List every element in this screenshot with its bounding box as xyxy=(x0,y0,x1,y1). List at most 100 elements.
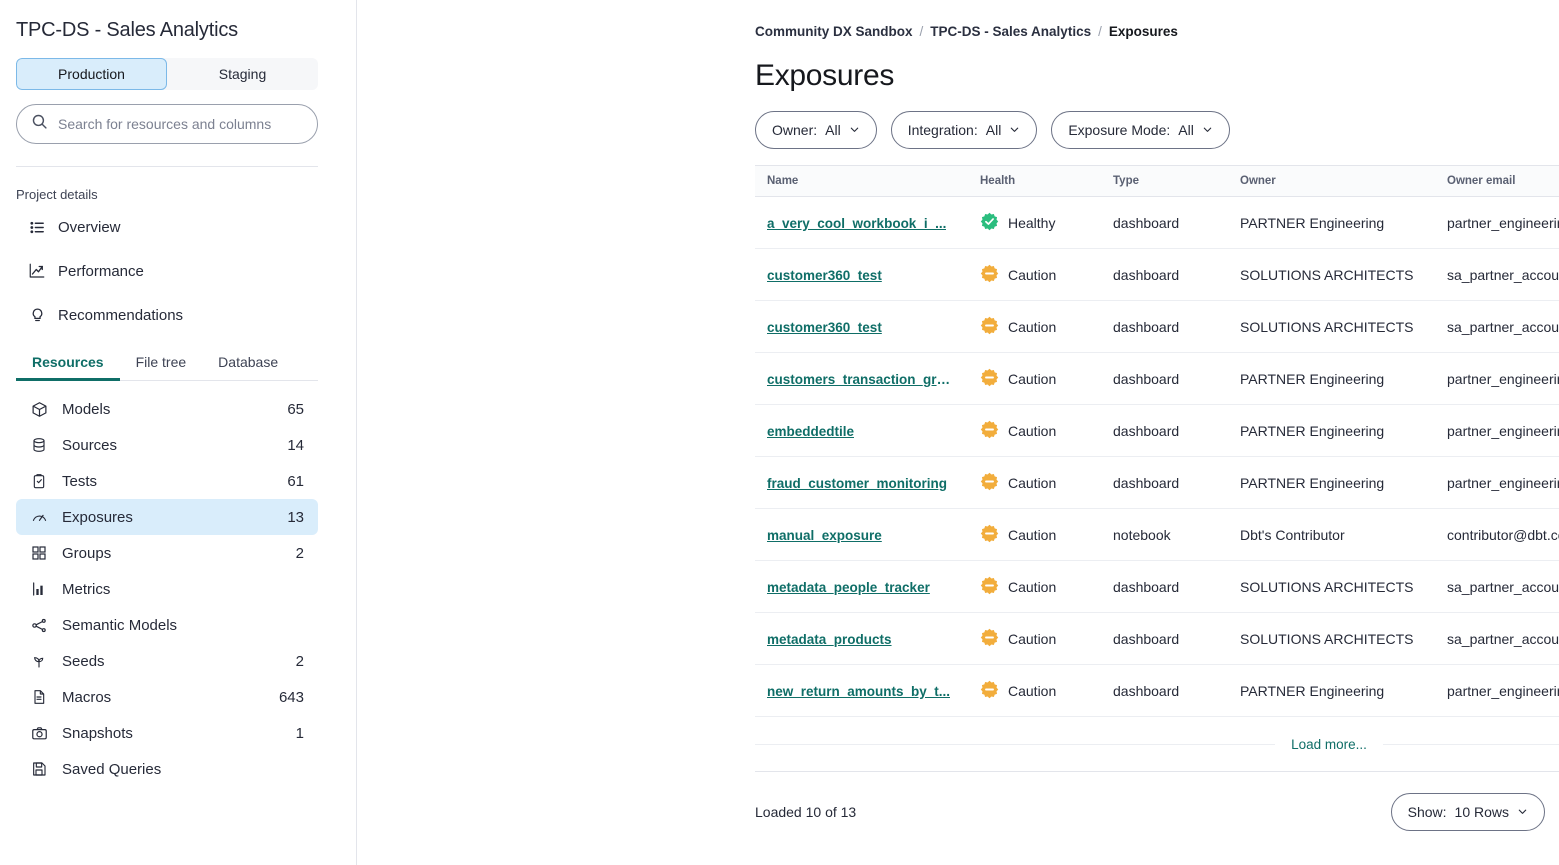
table-row[interactable]: metadata_people_tracker Caution dashboard S… xyxy=(755,560,1559,613)
health-label: Caution xyxy=(1008,526,1057,543)
sidebar-tabs: Resources File tree Database xyxy=(16,354,318,381)
column-header-name[interactable]: Name xyxy=(755,165,968,197)
cell-health: Caution xyxy=(968,456,1101,509)
sidebar-item-groups[interactable]: Groups 2 xyxy=(16,535,318,571)
sidebar-item-count: 14 xyxy=(287,436,304,454)
exposure-link[interactable]: fraud_customer_monitoring xyxy=(767,475,948,491)
sidebar-item-count: 65 xyxy=(287,400,304,418)
cell-health: Caution xyxy=(968,612,1101,665)
health-label: Caution xyxy=(1008,578,1057,595)
search-box[interactable] xyxy=(16,104,318,144)
exposure-link[interactable]: manual_exposure xyxy=(767,527,882,543)
cell-health: Caution xyxy=(968,352,1101,405)
loaded-count-text: Loaded 10 of 13 xyxy=(755,804,857,820)
column-header-type[interactable]: Type xyxy=(1101,165,1228,197)
table-row[interactable]: fraud_customer_monitoring Caution dashboar… xyxy=(755,456,1559,509)
breadcrumb-item-1[interactable]: TPC-DS - Sales Analytics xyxy=(930,24,1092,39)
cell-type: dashboard xyxy=(1101,300,1228,353)
breadcrumb-separator: / xyxy=(1098,24,1102,39)
cell-type: dashboard xyxy=(1101,196,1228,249)
cell-name: embeddedtile xyxy=(755,404,968,457)
sidebar-item-recommendations[interactable]: Recommendations xyxy=(16,298,318,332)
health-label: Caution xyxy=(1008,266,1057,283)
rows-per-page-selector[interactable]: Show: 10 Rows xyxy=(1390,793,1545,831)
exposure-link[interactable]: embeddedtile xyxy=(767,423,855,439)
sidebar-item-overview[interactable]: Overview xyxy=(16,210,318,244)
sidebar-item-tests[interactable]: Tests 61 xyxy=(16,463,318,499)
sidebar-item-seeds[interactable]: Seeds 2 xyxy=(16,643,318,679)
sidebar-item-sources[interactable]: Sources 14 xyxy=(16,427,318,463)
exposure-link[interactable]: customer360_test xyxy=(767,319,882,335)
table-row[interactable]: customer360_test Caution dashboard SOLUTION… xyxy=(755,300,1559,353)
load-more-link[interactable]: Load more... xyxy=(1291,736,1367,752)
sidebar-item-label: Performance xyxy=(58,262,144,280)
cell-owner-email: contributor@dbt.com xyxy=(1435,508,1559,561)
tab-resources[interactable]: Resources xyxy=(16,354,120,381)
cell-name: metadata_people_tracker xyxy=(755,560,968,613)
table-header-row: Name Health Type Owner Owner email Integ… xyxy=(755,165,1559,197)
divider-left xyxy=(755,743,1276,745)
exposures-table: Name Health Type Owner Owner email Integ… xyxy=(755,165,1559,717)
table-footer: Loaded 10 of 13 Show: 10 Rows xyxy=(755,793,1545,831)
sidebar-item-metrics[interactable]: Metrics xyxy=(16,571,318,607)
tab-database[interactable]: Database xyxy=(218,354,279,370)
cell-name: manual_exposure xyxy=(755,508,968,561)
cell-health: Healthy xyxy=(968,196,1101,249)
column-header-owner[interactable]: Owner xyxy=(1228,165,1435,197)
chevron-down-icon xyxy=(1009,122,1020,138)
table-row[interactable]: a_very_cool_workbook_i_... Healthy dashboa… xyxy=(755,196,1559,249)
filter-owner[interactable]: Owner: All xyxy=(755,111,877,149)
list-icon xyxy=(28,218,46,236)
search-input[interactable] xyxy=(58,116,303,132)
sidebar-item-label: Models xyxy=(62,400,111,418)
show-label: Show: xyxy=(1407,804,1447,820)
env-tab-production[interactable]: Production xyxy=(16,58,167,90)
tab-file-tree[interactable]: File tree xyxy=(135,354,187,370)
sidebar-item-label: Macros xyxy=(62,688,112,706)
table-row[interactable]: metadata_products Caution dashboard SOLUTIO… xyxy=(755,612,1559,665)
column-header-owner-email[interactable]: Owner email xyxy=(1435,165,1559,197)
sidebar-item-semantic-models[interactable]: Semantic Models xyxy=(16,607,318,643)
health-caution-icon xyxy=(980,524,999,546)
cube-icon xyxy=(30,400,48,418)
sidebar-item-performance[interactable]: Performance xyxy=(16,254,318,288)
project-details-label: Project details xyxy=(16,187,98,202)
table-row[interactable]: customers_transaction_gro... Caution dashb… xyxy=(755,352,1559,405)
table-row[interactable]: customer360_test Caution dashboard SOLUTION… xyxy=(755,248,1559,301)
cell-health: Caution xyxy=(968,664,1101,717)
load-more-row: Load more... xyxy=(755,717,1559,771)
environment-toggle: Production Staging xyxy=(16,58,318,90)
health-label: Caution xyxy=(1008,318,1057,335)
exposure-link[interactable]: customers_transaction_gro... xyxy=(767,371,955,387)
sidebar-item-count: 13 xyxy=(287,508,304,526)
table-row[interactable]: new_return_amounts_by_t... Caution dashboa… xyxy=(755,664,1559,717)
column-header-health[interactable]: Health xyxy=(968,165,1101,197)
cell-owner: PARTNER Engineering xyxy=(1228,404,1435,457)
env-tab-staging[interactable]: Staging xyxy=(218,66,267,82)
exposure-link[interactable]: a_very_cool_workbook_i_... xyxy=(767,215,947,231)
exposure-link[interactable]: customer360_test xyxy=(767,267,882,283)
sidebar-item-snapshots[interactable]: Snapshots 1 xyxy=(16,715,318,751)
sidebar-item-saved-queries[interactable]: Saved Queries xyxy=(16,751,318,787)
clipboard-check-icon xyxy=(30,472,48,490)
filter-integration[interactable]: Integration: All xyxy=(890,111,1038,149)
chevron-down-icon xyxy=(1517,804,1528,820)
cell-owner: Dbt's Contributor xyxy=(1228,508,1435,561)
sidebar-item-models[interactable]: Models 65 xyxy=(16,391,318,427)
cell-name: new_return_amounts_by_t... xyxy=(755,664,968,717)
health-label: Healthy xyxy=(1008,214,1056,231)
sidebar-item-exposures[interactable]: Exposures 13 xyxy=(16,499,318,535)
table-bottom-border xyxy=(755,771,1559,772)
exposure-link[interactable]: new_return_amounts_by_t... xyxy=(767,683,951,699)
cell-owner: PARTNER Engineering xyxy=(1228,196,1435,249)
filter-exposure-mode[interactable]: Exposure Mode: All xyxy=(1051,111,1230,149)
exposure-link[interactable]: metadata_people_tracker xyxy=(767,579,930,595)
sidebar-item-count: 2 xyxy=(295,544,304,562)
breadcrumb-item-0[interactable]: Community DX Sandbox xyxy=(755,24,913,39)
sidebar-item-macros[interactable]: Macros 643 xyxy=(16,679,318,715)
health-caution-icon xyxy=(980,680,999,702)
health-caution-icon xyxy=(980,368,999,390)
table-row[interactable]: embeddedtile Caution dashboard PARTNER Engi… xyxy=(755,404,1559,457)
table-row[interactable]: manual_exposure Caution notebook Dbt's Cont… xyxy=(755,508,1559,561)
exposure-link[interactable]: metadata_products xyxy=(767,631,892,647)
